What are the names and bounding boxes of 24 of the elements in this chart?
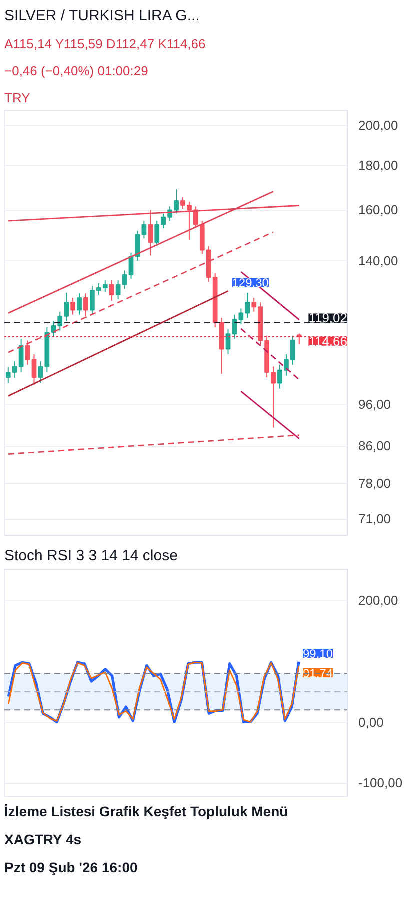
chart-subtitle: A115,14 Y115,59 D112,47 K114,66	[4, 36, 206, 52]
y-tick-label: 0,00	[358, 714, 384, 730]
y-tick-label: 86,00	[358, 438, 392, 454]
ref-line-label: 119,02	[308, 310, 348, 326]
y-tick-label: -100,00	[358, 776, 403, 791]
y-tick-label: 200,00	[358, 593, 398, 608]
data-label: 129,30	[232, 276, 270, 290]
y-tick-label: 140,00	[358, 253, 398, 268]
y-tick-label: 78,00	[358, 476, 392, 491]
ref-line-label: 114,66	[308, 334, 348, 349]
text: TRY	[4, 90, 31, 106]
data-label: 91,74	[302, 666, 334, 680]
text: Pzt 09 Şub '26 16:00	[4, 860, 138, 876]
y-tick-label: 96,00	[358, 396, 392, 412]
y-tick-label: 160,00	[358, 202, 398, 218]
data-label: 99,10	[302, 646, 334, 661]
y-tick-label: 71,00	[358, 512, 392, 527]
text: −0,46 (−0,40%) 01:00:29	[4, 64, 148, 78]
text: XAGTRY 4s	[4, 832, 82, 848]
chart-title: Stoch RSI 3 3 14 14 close	[4, 548, 178, 564]
y-tick-label: 180,00	[358, 158, 398, 173]
chart-title: SILVER / TURKISH LIRA G...	[4, 8, 200, 24]
y-tick-label: 200,00	[358, 118, 398, 133]
text: İzleme Listesi Grafik Keşfet Topluluk Menü	[4, 804, 288, 820]
